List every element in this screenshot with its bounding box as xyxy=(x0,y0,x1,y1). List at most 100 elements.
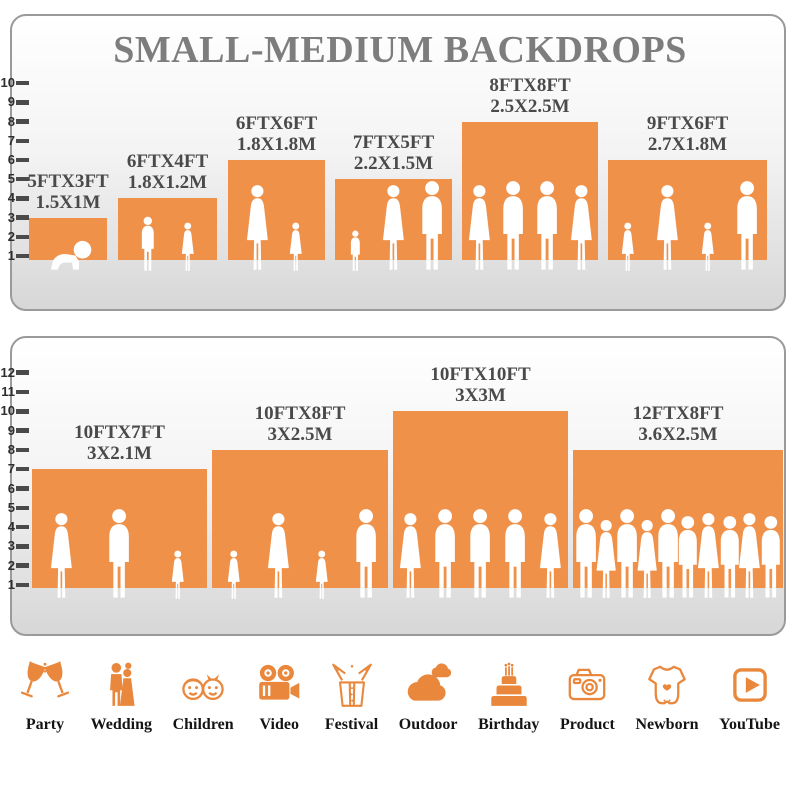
backdrop-bar-6ftx4ft xyxy=(118,198,217,260)
tick-dash xyxy=(16,582,29,588)
category-label: Outdoor xyxy=(398,716,458,733)
category-item-video: Video xyxy=(254,660,304,734)
bar-size-feet: 10FTX8FT xyxy=(254,402,346,424)
bar-size-label: 9FTX6FT 2.7X1.8M xyxy=(647,113,728,155)
tick-number: 4 xyxy=(7,519,15,535)
product-icon xyxy=(569,668,606,701)
tick-dash xyxy=(16,119,29,124)
bar-size-feet: 12FTX8FT xyxy=(632,402,724,424)
tick-dash xyxy=(16,196,29,201)
bar-size-meters: 1.5X1M xyxy=(35,191,101,213)
category-item-birthday: Birthday xyxy=(478,660,539,734)
tick-number: 11 xyxy=(1,384,15,399)
tick-number: 2 xyxy=(7,228,15,244)
axis-tick-1: 1 xyxy=(0,578,29,592)
axis-tick-6: 6 xyxy=(0,153,29,167)
category-label: Newborn xyxy=(635,716,699,733)
girl-silhouette xyxy=(621,222,634,271)
axis-tick-10: 10 xyxy=(0,76,29,90)
tick-dash xyxy=(16,215,29,220)
bar-size-meters: 1.8X1.2M xyxy=(127,172,208,194)
man-silhouette xyxy=(737,181,757,270)
bar-size-meters: 1.8X1.8M xyxy=(236,134,317,155)
bar-size-feet: 10FTX7FT xyxy=(74,422,165,444)
category-item-wedding: Wedding xyxy=(91,660,152,734)
man-silhouette xyxy=(537,181,557,270)
video-icon xyxy=(259,664,300,700)
woman-silhouette xyxy=(246,185,268,270)
tick-number: 2 xyxy=(7,557,15,573)
category-label: Party xyxy=(25,716,65,733)
child-silhouette xyxy=(350,230,360,271)
axis-tick-7: 7 xyxy=(0,133,29,148)
woman-silhouette xyxy=(570,185,592,270)
category-item-party: Party xyxy=(20,660,70,734)
category-label: Product xyxy=(560,716,615,733)
tick-dash xyxy=(16,157,29,163)
bar-size-feet: 10FTX10FT xyxy=(430,364,531,386)
axis-tick-5: 5 xyxy=(0,499,29,515)
tick-number: 5 xyxy=(7,171,15,187)
category-row: Party Wedding Children Video Festival Outdoor… xyxy=(20,660,780,734)
tick-number: 5 xyxy=(7,499,15,515)
axis-tick-8: 8 xyxy=(0,442,29,457)
newborn-icon xyxy=(648,665,686,705)
category-label: Wedding xyxy=(90,716,152,733)
girl-silhouette xyxy=(289,222,302,271)
tick-number: 6 xyxy=(7,480,15,496)
bar-size-label: 6FTX6FT 1.8X1.8M xyxy=(236,113,317,155)
category-item-newborn: Newborn xyxy=(635,660,699,734)
tick-number: 3 xyxy=(7,209,15,225)
tick-number: 3 xyxy=(7,538,15,554)
man-silhouette xyxy=(575,509,596,598)
bar-size-meters: 2.5X2.5M xyxy=(490,95,570,117)
tick-dash xyxy=(16,253,29,259)
girl-silhouette xyxy=(171,550,184,599)
man-silhouette xyxy=(720,516,739,598)
tick-number: 7 xyxy=(7,461,15,477)
bar-size-feet: 7FTX5FT xyxy=(352,132,435,154)
tick-number: 10 xyxy=(0,403,15,419)
axis-tick-4: 4 xyxy=(0,191,29,205)
backdrop-bar-10ftx8ft xyxy=(212,449,388,588)
girl-silhouette xyxy=(181,222,194,271)
bar-size-label: 10FTX8FT 3X2.5M xyxy=(255,403,346,445)
axis-tick-2: 2 xyxy=(0,557,29,573)
tick-dash xyxy=(16,486,29,491)
tick-number: 1 xyxy=(7,577,15,592)
bar-size-feet: 6FTX4FT xyxy=(126,151,209,173)
woman-silhouette xyxy=(540,513,561,598)
man-silhouette xyxy=(422,181,442,270)
man-silhouette xyxy=(505,509,526,598)
tick-dash xyxy=(16,234,29,240)
girl-silhouette xyxy=(228,550,240,599)
bar-size-meters: 3X2.5M xyxy=(267,423,333,445)
category-item-festival: Festival xyxy=(325,660,378,734)
bar-size-meters: 2.2X1.5M xyxy=(353,153,434,175)
man-silhouette xyxy=(616,509,637,598)
bar-size-label: 8FTX8FT 2.5X2.5M xyxy=(489,75,570,117)
axis-tick-6: 6 xyxy=(0,480,29,496)
tick-dash xyxy=(16,138,29,144)
bar-size-meters: 3X2.1M xyxy=(87,443,152,465)
axis-tick-9: 9 xyxy=(0,423,29,438)
axis-tick-3: 3 xyxy=(0,209,29,225)
axis-tick-12: 12 xyxy=(0,365,29,380)
bar-size-label: 10FTX7FT 3X2.1M xyxy=(74,422,165,464)
woman-silhouette xyxy=(637,520,657,598)
bar-size-label: 5FTX3FT 1.5X1M xyxy=(27,171,108,213)
tick-number: 10 xyxy=(0,75,15,91)
category-label: Video xyxy=(259,716,299,733)
woman-silhouette xyxy=(51,513,73,598)
axis-tick-3: 3 xyxy=(0,539,29,553)
girl-silhouette xyxy=(316,550,328,599)
category-item-youtube: YouTube xyxy=(719,660,780,734)
woman-silhouette xyxy=(698,513,720,598)
tick-dash xyxy=(16,544,29,549)
bar-size-feet: 5FTX3FT xyxy=(27,170,109,192)
woman-silhouette xyxy=(596,520,616,598)
axis-tick-5: 5 xyxy=(0,172,29,186)
tick-dash xyxy=(16,100,29,105)
man-silhouette xyxy=(503,181,523,270)
axis-tick-7: 7 xyxy=(0,462,29,476)
